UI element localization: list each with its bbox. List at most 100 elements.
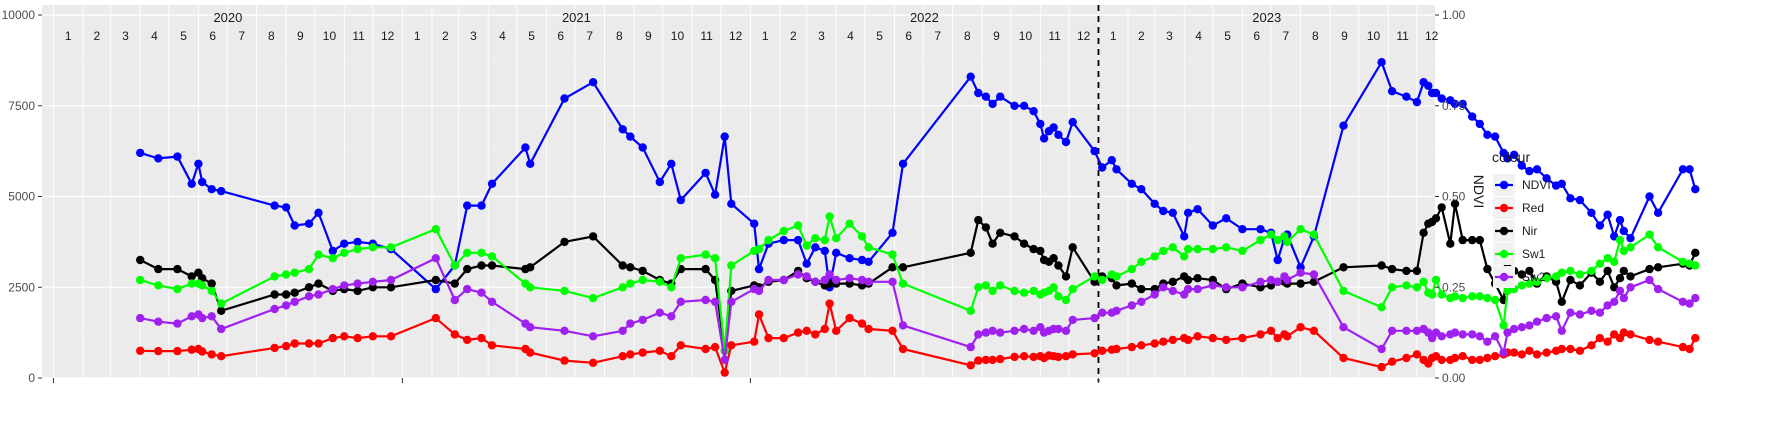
data-point-nir xyxy=(463,264,472,274)
data-point-ndvi xyxy=(136,148,145,158)
month-label: 3 xyxy=(1166,29,1173,43)
data-point-sw2 xyxy=(314,290,323,299)
data-point-sw1 xyxy=(1419,277,1428,286)
data-point-ndvi xyxy=(655,177,664,187)
data-point-red xyxy=(1054,352,1063,362)
year-label: 2021 xyxy=(562,10,591,25)
data-point-sw2 xyxy=(328,284,337,294)
series-sw1 xyxy=(136,212,1700,355)
data-point-sw2 xyxy=(1450,328,1460,337)
data-point-sw1 xyxy=(1098,275,1107,285)
data-point-sw2 xyxy=(832,275,841,285)
data-point-sw1 xyxy=(207,286,216,296)
data-point-sw1 xyxy=(1678,257,1688,266)
data-point-sw1 xyxy=(1691,261,1700,270)
data-point-ndvi xyxy=(779,235,788,245)
series-sw2 xyxy=(136,254,1700,365)
data-point-ndvi xyxy=(1525,166,1534,176)
data-point-red xyxy=(1437,355,1446,365)
data-point-sw1 xyxy=(1458,293,1467,303)
data-point-sw1 xyxy=(1450,292,1460,301)
month-label: 3 xyxy=(122,29,129,43)
month-label: 5 xyxy=(1224,29,1231,43)
data-point-ndvi xyxy=(328,246,337,256)
month-label: 1 xyxy=(1110,29,1117,43)
data-point-sw2 xyxy=(676,297,685,306)
data-point-ndvi xyxy=(1542,174,1551,183)
data-point-sw2 xyxy=(431,254,440,263)
month-label: 6 xyxy=(557,29,564,43)
data-point-sw2 xyxy=(1542,313,1551,323)
data-point-ndvi xyxy=(832,248,841,257)
data-point-red xyxy=(281,341,291,351)
data-point-sw1 xyxy=(1222,243,1231,252)
data-point-ndvi xyxy=(173,152,182,161)
data-point-nir xyxy=(1575,281,1585,290)
legend-label-ndvi: NDVI xyxy=(1522,178,1551,192)
data-point-red xyxy=(1387,357,1397,366)
data-point-red xyxy=(1283,332,1292,341)
data-point-red xyxy=(754,310,764,319)
data-point-nir xyxy=(1615,274,1625,283)
data-point-sw1 xyxy=(779,226,788,236)
data-point-red xyxy=(701,344,710,354)
data-point-red xyxy=(667,352,676,361)
data-point-sw1 xyxy=(368,243,377,252)
data-point-sw1 xyxy=(655,277,664,286)
data-point-red xyxy=(888,326,897,335)
data-point-sw2 xyxy=(638,315,647,325)
data-point-sw1 xyxy=(981,281,991,290)
data-point-ndvi xyxy=(1517,161,1527,170)
data-point-red xyxy=(845,313,854,323)
series-ndvi xyxy=(136,58,1700,294)
legend-label-nir: Nir xyxy=(1522,224,1537,238)
data-point-ndvi xyxy=(270,201,279,210)
data-point-nir xyxy=(1193,274,1202,283)
data-point-sw2 xyxy=(1387,326,1397,335)
data-point-red xyxy=(526,348,535,357)
left-tick-label: 10000 xyxy=(2,8,36,22)
data-point-sw2 xyxy=(1090,313,1099,323)
data-point-red xyxy=(1509,348,1519,357)
data-point-ndvi xyxy=(1557,179,1567,188)
grid xyxy=(42,5,1435,382)
data-point-red xyxy=(1061,352,1071,361)
data-point-sw2 xyxy=(1475,332,1485,341)
data-point-sw2 xyxy=(1575,310,1585,319)
data-point-sw2 xyxy=(1238,283,1247,292)
data-point-sw2 xyxy=(290,297,299,306)
data-point-sw2 xyxy=(1256,277,1265,286)
data-point-sw1 xyxy=(811,234,820,243)
data-point-sw2 xyxy=(1691,293,1700,303)
data-point-sw1 xyxy=(1610,257,1619,266)
data-point-sw2 xyxy=(1483,337,1492,346)
data-point-ndvi xyxy=(1049,123,1058,132)
data-point-ndvi xyxy=(1685,165,1694,174)
data-point-sw1 xyxy=(701,250,710,259)
data-point-sw1 xyxy=(1150,252,1159,261)
month-label: 8 xyxy=(616,29,623,43)
data-point-sw2 xyxy=(1678,297,1688,306)
data-point-ndvi xyxy=(560,94,569,103)
legend-key-point xyxy=(1499,226,1509,236)
month-label: 12 xyxy=(729,29,743,43)
month-label: 7 xyxy=(1282,29,1289,43)
data-point-red xyxy=(1691,333,1700,343)
data-point-ndvi xyxy=(754,264,764,274)
data-point-red xyxy=(198,347,207,356)
data-point-ndvi xyxy=(845,254,854,263)
data-point-red xyxy=(750,337,759,346)
data-point-sw1 xyxy=(820,235,829,245)
data-point-sw2 xyxy=(136,313,145,323)
data-point-ndvi xyxy=(314,208,323,217)
month-label: 11 xyxy=(700,29,713,43)
data-point-nir xyxy=(588,232,598,241)
data-point-nir xyxy=(526,263,535,272)
month-label: 12 xyxy=(1425,29,1439,43)
month-label: 8 xyxy=(1312,29,1319,43)
data-point-nir xyxy=(1595,277,1605,286)
data-point-sw1 xyxy=(1626,243,1635,252)
data-point-ndvi xyxy=(1475,119,1485,129)
month-label: 12 xyxy=(381,29,395,43)
data-point-red xyxy=(764,333,773,343)
